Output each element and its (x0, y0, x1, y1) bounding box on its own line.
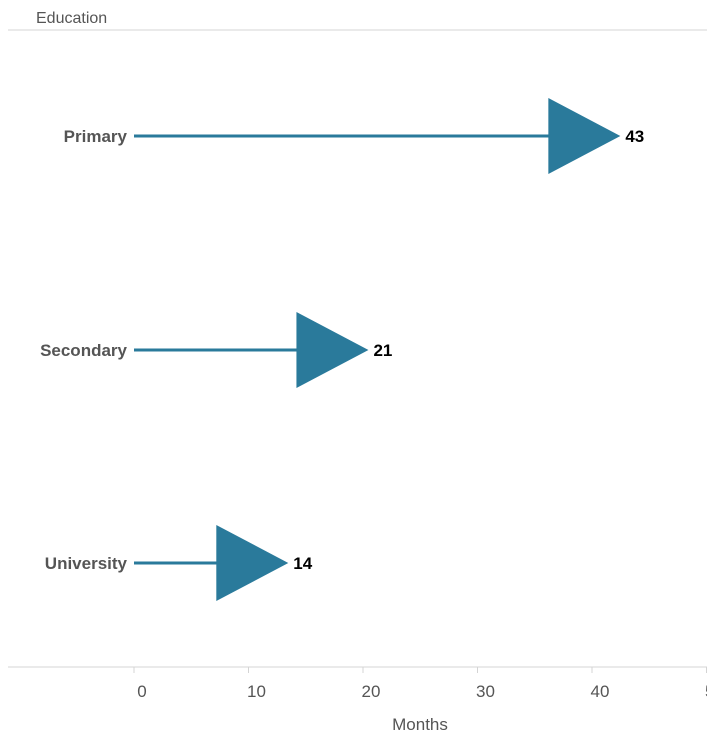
bar-arrowhead (216, 525, 289, 601)
tick-label: 30 (476, 682, 495, 701)
value-label: 21 (373, 341, 392, 360)
value-label: 43 (625, 127, 644, 146)
x-axis-ticks: 0 10 20 30 40 50 (133, 667, 707, 701)
bar-arrowhead (296, 312, 369, 388)
tick-label: 40 (591, 682, 610, 701)
column-header: Education (36, 10, 107, 27)
x-axis-title: Months (392, 715, 448, 734)
bar-arrowhead (548, 98, 621, 174)
tick-label: 20 (362, 682, 381, 701)
value-label: 14 (293, 554, 312, 573)
category-label: Primary (64, 127, 128, 146)
tick-label: 50 (705, 682, 707, 701)
tick-label: 10 (247, 682, 266, 701)
category-label: Secondary (40, 341, 127, 360)
tick-label: 0 (137, 682, 146, 701)
marks-layer: Primary 43 Secondary 21 University 14 (40, 98, 644, 601)
category-label: University (45, 554, 128, 573)
